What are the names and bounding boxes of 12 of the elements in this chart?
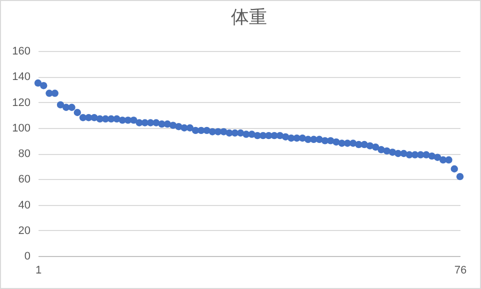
y-tick-label: 0 — [24, 250, 30, 262]
x-tick-label: 1 — [35, 264, 42, 276]
y-tick-label: 80 — [18, 148, 30, 160]
y-tick-label: 100 — [12, 122, 30, 134]
y-tick-label: 160 — [12, 46, 30, 58]
y-tick-label: 140 — [12, 71, 30, 84]
y-tick-label: 40 — [18, 199, 30, 212]
y-tick-label: 120 — [12, 96, 30, 109]
chart-title: 体重 — [231, 7, 267, 27]
x-tick-label: 76 — [454, 264, 467, 276]
y-tick-label: 20 — [18, 224, 30, 237]
y-tick-label: 60 — [18, 174, 30, 186]
